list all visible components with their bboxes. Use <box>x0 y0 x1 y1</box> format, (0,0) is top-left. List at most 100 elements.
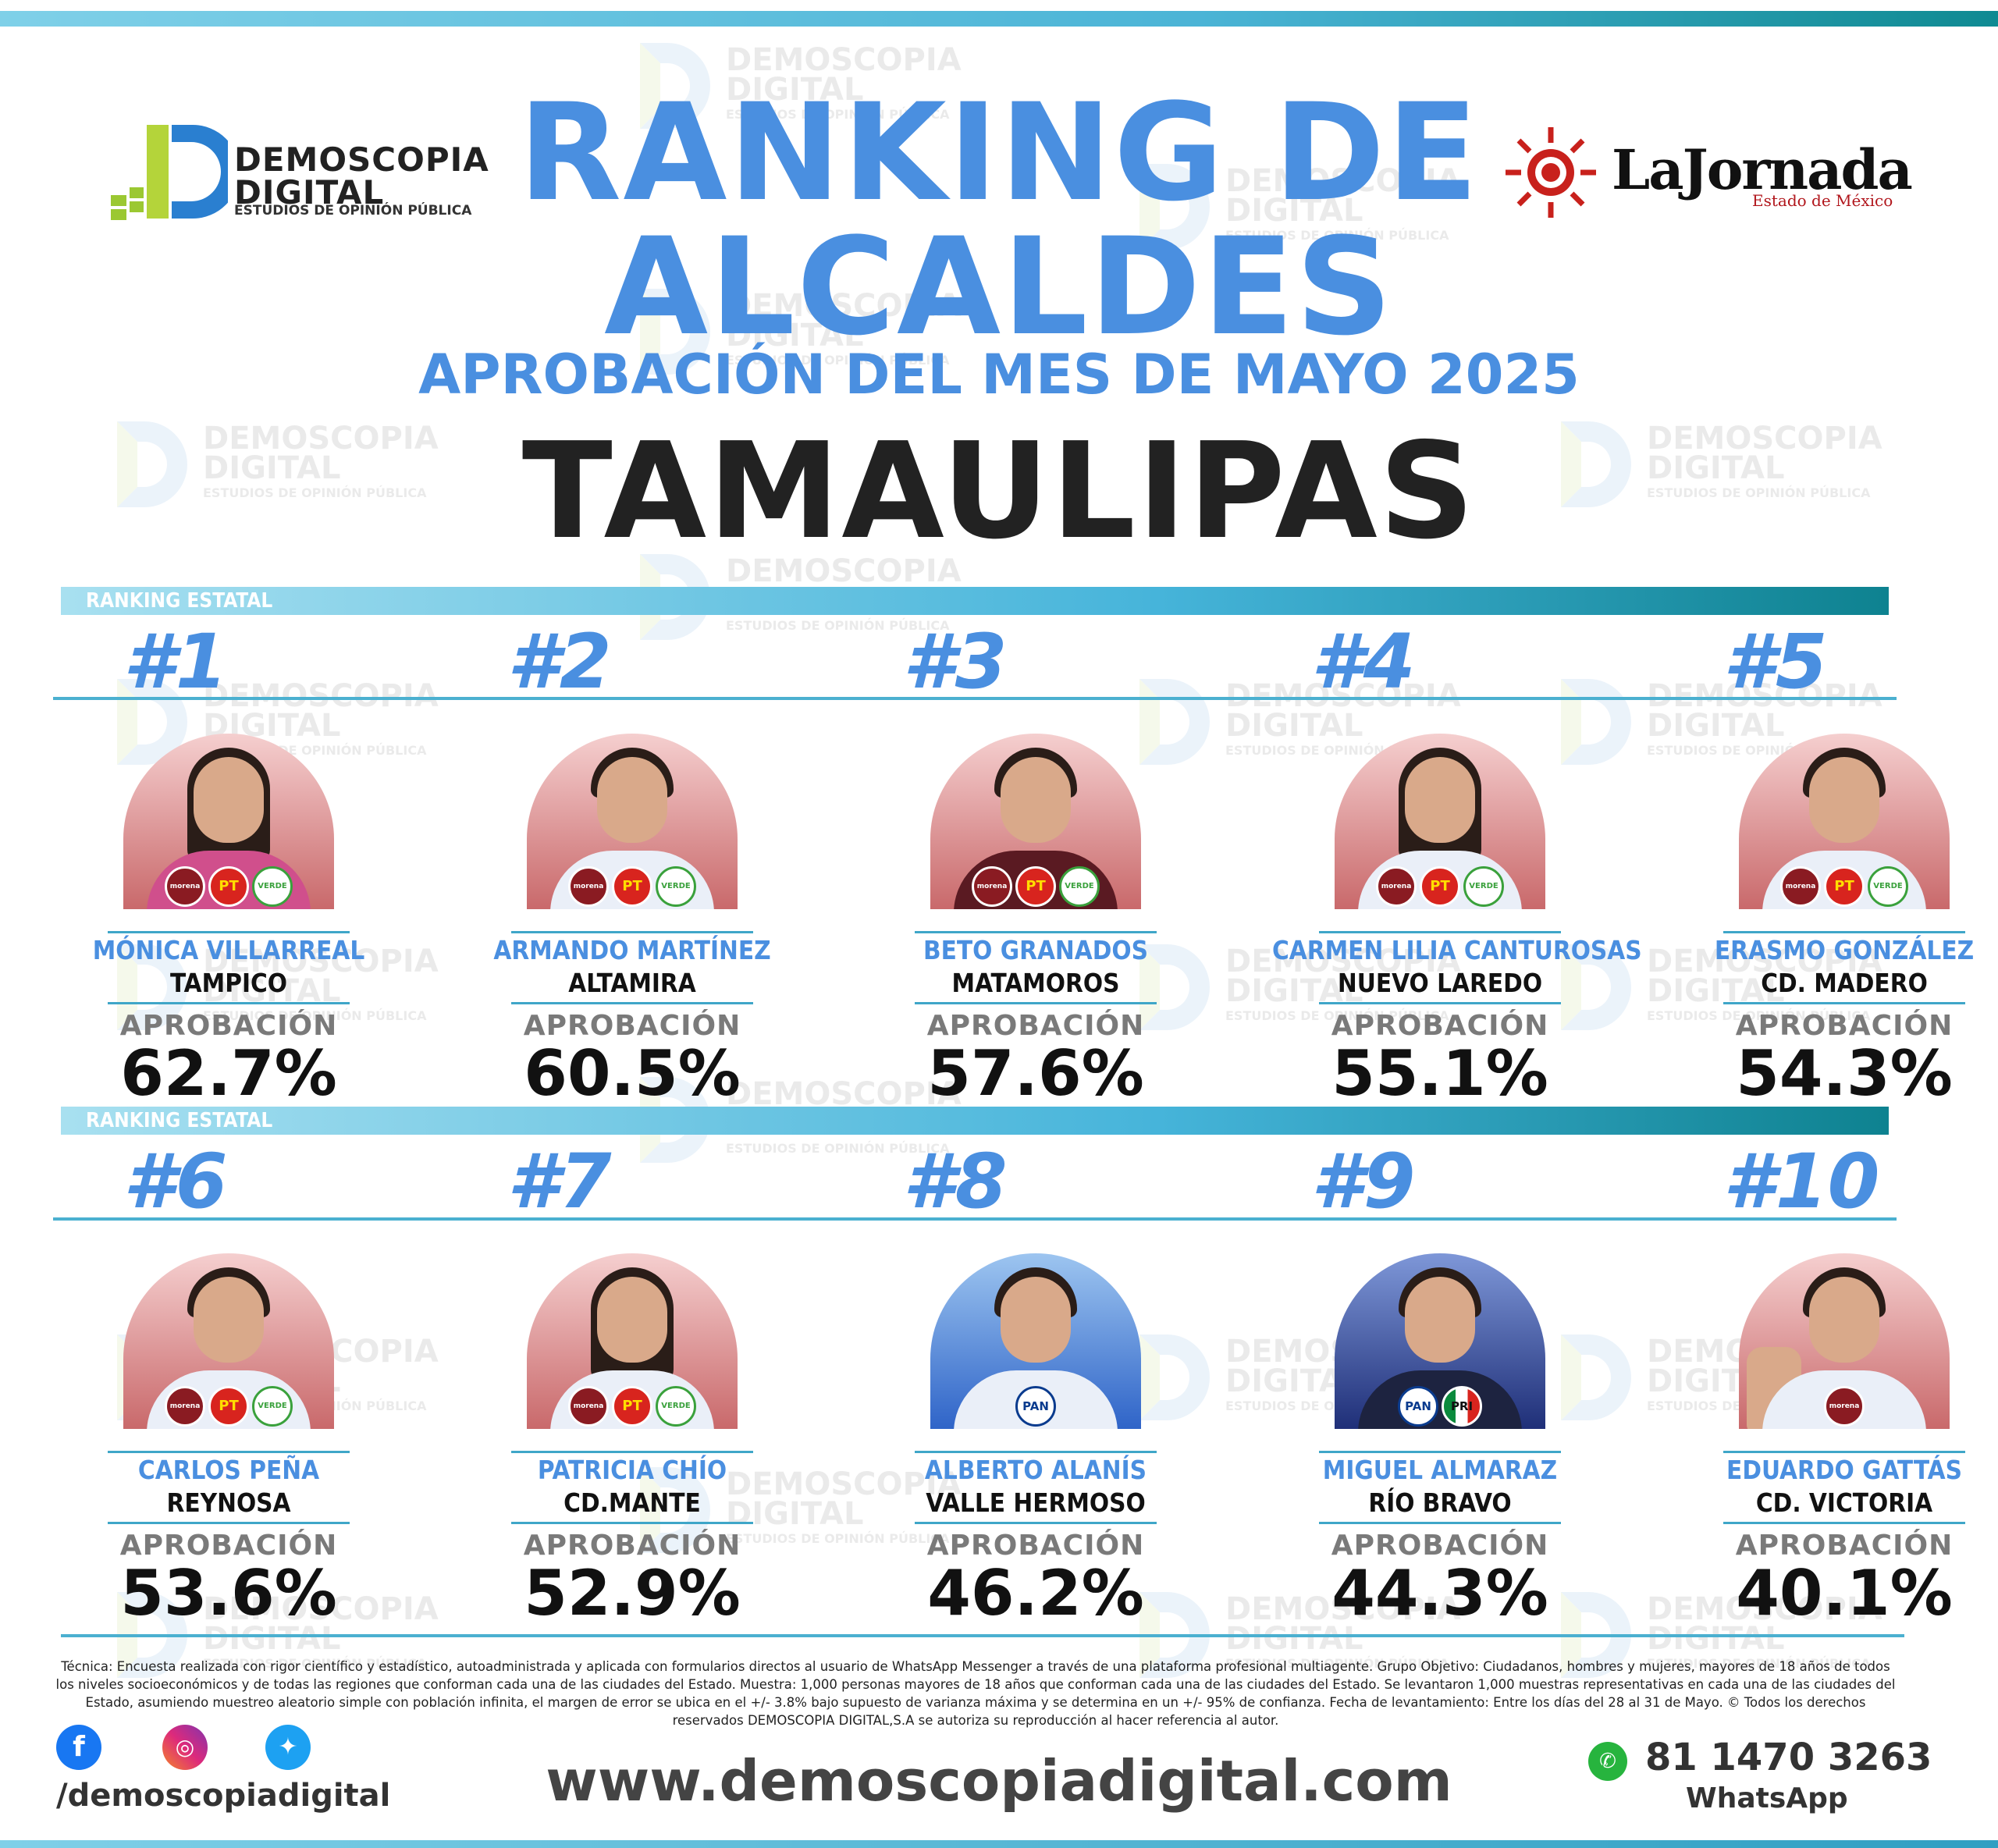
whatsapp-icon: ✆ <box>1588 1742 1627 1781</box>
rank-number: #4 <box>1311 618 1416 705</box>
mayor-city: REYNOSA <box>166 1487 291 1518</box>
mayor-photo: PAN PRI <box>1335 1253 1545 1429</box>
mayor-name: EDUARDO GATTÁS <box>1726 1455 1962 1485</box>
rank-number: #2 <box>507 618 612 705</box>
mayor-card: #3 morena PT VERDE BETO GRANADOS MATAMOROS APR… <box>868 624 1258 1107</box>
mayor-card: #8 PAN ALBERTO ALANÍS VALLE HERMOSO APROBACI… <box>868 1144 1258 1626</box>
city-divider <box>1319 1002 1561 1004</box>
mayor-card: #7 morena PT VERDE PATRICIA CHÍO CD.MANTE APRO… <box>464 1138 855 1626</box>
rank-number: #1 <box>123 618 228 705</box>
rank-number: #10 <box>1723 1138 1880 1225</box>
city-divider <box>915 1522 1157 1524</box>
logo-text-line1: DEMOSCOPIA <box>234 140 489 179</box>
party-logo-verde: VERDE <box>656 866 696 907</box>
ranking-bar-label: RANKING ESTATAL <box>86 1109 273 1132</box>
name-divider <box>1723 931 1965 933</box>
mayor-name: MIGUEL ALMARAZ <box>1322 1455 1558 1485</box>
approval-label: APROBACIÓN <box>1331 1010 1549 1042</box>
mayor-card: #6 morena PT VERDE CARLOS PEÑA REYNOSA APROBAC… <box>61 1144 451 1626</box>
party-logos: PAN <box>930 1386 1141 1427</box>
city-divider <box>108 1002 350 1004</box>
mayor-photo: morena PT VERDE <box>527 1253 738 1429</box>
city-divider <box>915 1002 1157 1004</box>
rank-number: #7 <box>507 1138 612 1225</box>
mayor-city: RÍO BRAVO <box>1368 1487 1512 1518</box>
approval-percent: 54.3% <box>1736 1037 1953 1110</box>
approval-label: APROBACIÓN <box>523 1530 741 1562</box>
name-divider <box>108 931 350 933</box>
name-divider <box>511 931 753 933</box>
approval-percent: 62.7% <box>120 1037 337 1110</box>
mayor-name: CARLOS PEÑA <box>137 1455 320 1485</box>
face <box>1405 1277 1475 1363</box>
mayor-name: CARMEN LILIA CANTUROSAS <box>1272 935 1642 965</box>
mayor-city: NUEVO LAREDO <box>1337 968 1543 998</box>
mayor-card: #10 morena EDUARDO GATTÁS CD. VICTORIA APROB… <box>1676 1138 1998 1626</box>
party-logo-pt: PT <box>208 866 249 907</box>
party-logo-pan: PAN <box>1398 1386 1438 1427</box>
city-divider <box>108 1522 350 1524</box>
ranking-bar-top: RANKING ESTATAL <box>61 587 1889 615</box>
party-logo-morena: morena <box>1780 866 1821 907</box>
face <box>194 757 264 843</box>
party-logos: morena <box>1739 1386 1950 1427</box>
party-logo-pri: PRI <box>1442 1386 1482 1427</box>
website-link[interactable]: www.demoscopiadigital.com <box>546 1748 1452 1814</box>
approval-label: APROBACIÓN <box>926 1530 1145 1562</box>
city-divider <box>1723 1522 1965 1524</box>
mayor-card: #9 PAN PRI MIGUEL ALMARAZ RÍO BRAVO APROBACIÓ… <box>1272 1144 1662 1626</box>
whatsapp-number[interactable]: 81 1470 3263 <box>1645 1736 1932 1779</box>
party-logos: morena PT VERDE <box>527 866 738 907</box>
approval-percent: 55.1% <box>1331 1037 1548 1110</box>
face <box>1001 1277 1071 1363</box>
approval-label: APROBACIÓN <box>1735 1530 1954 1562</box>
party-logos: PAN PRI <box>1335 1386 1545 1427</box>
logo-tagline: ESTUDIOS DE OPINIÓN PÚBLICA <box>234 203 472 219</box>
facebook-icon[interactable]: f <box>56 1725 101 1770</box>
mayor-name: ERASMO GONZÁLEZ <box>1714 935 1975 965</box>
party-logo-pt: PT <box>1015 866 1056 907</box>
party-logos: morena PT VERDE <box>1739 866 1950 907</box>
party-logo-pt: PT <box>612 1386 652 1427</box>
name-divider <box>1319 931 1561 933</box>
party-logos: morena PT VERDE <box>527 1386 738 1427</box>
approval-label: APROBACIÓN <box>926 1010 1145 1042</box>
methodology-note: Técnica: Encuesta realizada con rigor ci… <box>55 1659 1896 1728</box>
mayor-city: CD. VICTORIA <box>1755 1487 1933 1518</box>
approval-label: APROBACIÓN <box>523 1010 741 1042</box>
ranking-bar-label: RANKING ESTATAL <box>86 589 273 613</box>
mayor-card: #5 morena PT VERDE ERASMO GONZÁLEZ CD. MADERO… <box>1676 624 1998 1107</box>
instagram-icon[interactable]: ◎ <box>162 1725 208 1770</box>
rank-divider-bottom <box>53 1217 1897 1221</box>
party-logo-morena: morena <box>568 866 609 907</box>
social-handle[interactable]: /demoscopiadigital <box>56 1778 391 1814</box>
mayor-photo: morena PT VERDE <box>1335 734 1545 909</box>
twitter-icon[interactable]: ✦ <box>265 1725 311 1770</box>
party-logo-morena: morena <box>568 1386 609 1427</box>
mayor-city: VALLE HERMOSO <box>926 1487 1146 1518</box>
face <box>1405 757 1475 843</box>
mayor-name: ALBERTO ALANÍS <box>924 1455 1147 1485</box>
party-logo-morena: morena <box>1824 1386 1865 1427</box>
party-logo-morena: morena <box>165 866 205 907</box>
mayor-photo: morena PT VERDE <box>123 734 334 909</box>
mayor-city: ALTAMIRA <box>568 968 696 998</box>
approval-percent: 44.3% <box>1331 1557 1548 1629</box>
party-logo-verde: VERDE <box>1059 866 1100 907</box>
mayor-photo: PAN <box>930 1253 1141 1429</box>
top-accent-bar <box>0 11 1998 27</box>
face <box>597 757 667 843</box>
la-jornada-logo: LaJornada Estado de México <box>1502 117 1913 226</box>
name-divider <box>915 1451 1157 1453</box>
party-logo-morena: morena <box>165 1386 205 1427</box>
mayor-name: BETO GRANADOS <box>923 935 1149 965</box>
approval-label: APROBACIÓN <box>119 1530 338 1562</box>
mayor-city: MATAMOROS <box>951 968 1120 998</box>
mayor-card: #4 morena PT VERDE CARMEN LILIA CANTUROSAS NU… <box>1272 618 1662 1107</box>
party-logos: morena PT VERDE <box>123 866 334 907</box>
mayor-card: #1 morena PT VERDE MÓNICA VILLARREAL TAMPICO A… <box>61 618 451 1107</box>
approval-percent: 40.1% <box>1736 1557 1953 1629</box>
approval-label: APROBACIÓN <box>1735 1010 1954 1042</box>
mayor-city: CD. MADERO <box>1761 968 1928 998</box>
party-logo-pt: PT <box>1420 866 1460 907</box>
